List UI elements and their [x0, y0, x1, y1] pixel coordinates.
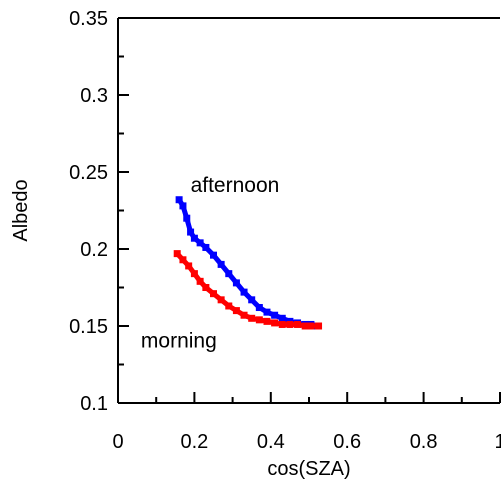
series-0-point: [271, 311, 279, 319]
series-0-point: [187, 228, 195, 236]
series-1-point: [263, 317, 271, 325]
y-tick-label: 0.3: [80, 85, 108, 107]
y-tick-label: 0.2: [80, 239, 108, 261]
series-1-point: [294, 320, 302, 328]
series-1-point: [179, 256, 187, 264]
series-0-point: [179, 202, 187, 210]
series-0-point: [255, 304, 263, 312]
y-tick-label: 0.15: [69, 316, 108, 338]
x-tick-label: 0.6: [333, 431, 361, 453]
series-layer: [173, 196, 323, 330]
series-1-point: [225, 302, 233, 310]
annotation-1: morning: [141, 330, 217, 353]
y-tick-label: 0.1: [80, 393, 108, 415]
series-1-point: [286, 320, 294, 328]
series-1-point: [196, 277, 204, 285]
series-1-line: [175, 251, 319, 329]
series-0-point: [217, 260, 225, 268]
x-tick-label: 0.2: [180, 431, 208, 453]
series-0-point: [240, 288, 248, 296]
x-tick-label: 0.8: [410, 431, 438, 453]
annotation-0: afternoon: [191, 174, 280, 197]
series-0-point: [248, 296, 256, 304]
series-1-point: [202, 284, 210, 291]
series-0-point: [175, 196, 183, 204]
series-1-point: [315, 322, 323, 330]
series-1-point: [278, 320, 286, 328]
y-axis: 0.1 0.15 0.2 0.25 0.3 0.35: [69, 8, 129, 415]
series-0-point: [225, 270, 233, 278]
annotation-layer: afternoon morning: [141, 174, 279, 353]
series-1-point: [307, 322, 315, 330]
x-axis: 0 0.2 0.4 0.6 0.8 1: [112, 392, 501, 453]
x-axis-title: cos(SZA): [267, 458, 350, 480]
series-1-point: [190, 270, 198, 278]
series-1-point: [271, 319, 279, 327]
series-0-line: [176, 198, 318, 329]
series-0-point: [210, 251, 217, 259]
x-tick-label: 0: [112, 431, 123, 453]
series-0-point: [196, 239, 204, 247]
series-1-point: [173, 250, 181, 258]
series-0-point: [278, 314, 286, 322]
series-0-point: [190, 234, 198, 242]
x-tick-label: 1: [494, 431, 501, 453]
series-0-point: [232, 279, 240, 287]
y-tick-label: 0.35: [69, 8, 108, 30]
series-1-point: [232, 307, 240, 315]
series-1-point: [301, 322, 309, 330]
series-0-point: [202, 243, 210, 251]
series-1-point: [185, 262, 193, 270]
series-1-point: [210, 290, 217, 298]
series-1-point: [217, 296, 225, 304]
series-1-point: [240, 311, 248, 319]
x-tick-label: 0.4: [257, 431, 285, 453]
y-axis-title: Albedo: [10, 179, 32, 241]
y-tick-label: 0.25: [69, 162, 108, 184]
series-1-point: [248, 314, 256, 322]
series-0-point: [263, 308, 271, 316]
series-1-point: [255, 316, 263, 324]
series-0-point: [183, 214, 191, 222]
